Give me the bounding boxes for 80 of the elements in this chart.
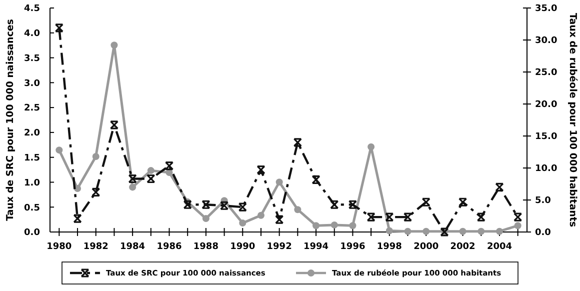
x-tick-label: 1980: [46, 242, 72, 252]
x-tick-label: 1990: [230, 242, 256, 252]
y2-tick-label: 10.0: [535, 164, 558, 174]
x-tick-label: 1982: [83, 242, 108, 252]
x-tick-label: 1998: [376, 242, 402, 252]
point: [54, 24, 64, 32]
point: [348, 200, 358, 209]
point: [293, 138, 302, 147]
point: [404, 228, 412, 235]
point: [220, 201, 229, 210]
point: [496, 228, 503, 235]
y2-axis-title: Taux de rubéole pour 100 000 habitants: [567, 12, 578, 228]
y-tick-label: 1.0: [24, 178, 40, 188]
x-tick-label: 1984: [120, 242, 146, 252]
point: [312, 175, 320, 184]
point: [349, 222, 356, 230]
x-tick-label: 1996: [340, 242, 366, 252]
point: [422, 228, 430, 235]
point: [422, 198, 430, 206]
point: [368, 143, 375, 150]
point: [294, 206, 302, 214]
y2-tick-label: 20.0: [535, 100, 558, 110]
point: [56, 146, 63, 154]
point: [147, 167, 154, 174]
y2-tick-label: 30.0: [535, 36, 558, 46]
y-tick-label: 0.5: [24, 203, 40, 214]
point: [476, 212, 486, 222]
y2-tick-label: 0.0: [535, 228, 551, 238]
point: [202, 215, 210, 222]
point: [202, 200, 210, 209]
y2-tick-label: 35.0: [535, 4, 558, 14]
y-axis-title: Taux de SRC pour 100 000 naissances: [5, 18, 16, 221]
x-tick-label: 2002: [450, 242, 476, 252]
y-tick-label: 0.0: [24, 228, 40, 238]
point: [459, 228, 466, 235]
point: [146, 174, 156, 184]
point: [330, 200, 339, 209]
point: [514, 222, 522, 230]
x-tick-label: 1992: [266, 242, 292, 252]
y-tick-label: 3.0: [24, 78, 40, 89]
y2-tick-label: 5.0: [535, 196, 551, 206]
point: [458, 198, 468, 206]
y-tick-label: 3.5: [24, 54, 40, 64]
point: [238, 202, 247, 212]
y-tick-label: 2.0: [24, 128, 40, 139]
point: [275, 215, 284, 224]
point: [73, 214, 82, 223]
x-tick-label: 1988: [193, 242, 218, 252]
point: [239, 220, 246, 227]
x-tick-label: 1986: [156, 242, 182, 252]
point: [257, 212, 264, 219]
point: [256, 165, 266, 174]
point: [385, 212, 394, 222]
y-tick-label: 4.5: [24, 4, 40, 14]
x-tick-label: 1994: [303, 242, 329, 252]
point: [164, 161, 174, 170]
y-tick-label: 1.5: [24, 153, 40, 164]
y-tick-label: 4.0: [24, 29, 40, 40]
point: [366, 212, 376, 222]
point: [92, 188, 100, 196]
point: [129, 184, 136, 191]
point: [110, 120, 119, 130]
point: [128, 174, 137, 184]
point: [74, 184, 82, 192]
point: [183, 200, 192, 209]
point: [276, 178, 283, 186]
point: [514, 212, 522, 222]
y2-tick-label: 25.0: [535, 68, 558, 78]
y-tick-label: 2.5: [24, 104, 40, 114]
x-tick-label: 2004: [486, 242, 512, 252]
point: [92, 152, 100, 160]
x-tick-label: 2000: [414, 242, 439, 252]
point: [386, 227, 393, 234]
point: [330, 221, 338, 228]
point: [110, 42, 118, 49]
point: [312, 222, 320, 230]
y2-tick-label: 15.0: [535, 132, 558, 142]
point: [403, 212, 412, 222]
point: [478, 228, 485, 235]
point: [495, 182, 504, 192]
